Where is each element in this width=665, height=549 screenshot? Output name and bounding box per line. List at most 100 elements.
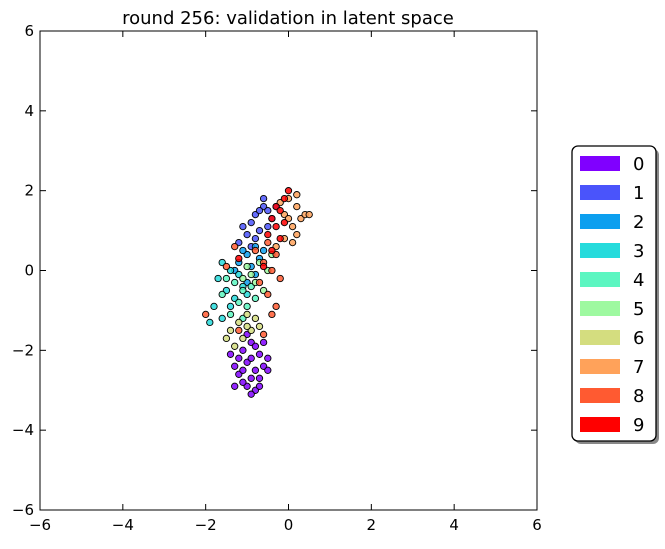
- data-point-series-5: [243, 262, 251, 271]
- data-point-series-1: [255, 226, 264, 235]
- legend-label-2: 2: [633, 212, 644, 233]
- data-point-series-4: [239, 286, 247, 295]
- data-point-series-1: [243, 230, 251, 239]
- legend-swatch-6: [580, 330, 620, 345]
- data-point-series-9: [276, 234, 284, 243]
- data-point-series-0: [259, 338, 268, 347]
- legend-swatch-4: [580, 272, 620, 287]
- data-point-series-0: [247, 374, 255, 382]
- data-point-series-8: [231, 242, 239, 251]
- data-point-series-6: [243, 310, 251, 319]
- data-point-series-9: [235, 254, 243, 263]
- data-point-series-0: [235, 354, 243, 362]
- x-tick-label: −6: [29, 516, 51, 534]
- legend-label-3: 3: [633, 241, 644, 262]
- data-point-series-8: [276, 274, 284, 283]
- data-point-series-7: [293, 191, 301, 199]
- data-point-series-9: [272, 222, 280, 231]
- data-point-series-0: [255, 350, 264, 358]
- legend-swatch-1: [580, 185, 620, 200]
- y-tick-label: 4: [24, 102, 34, 120]
- data-point-series-8: [264, 238, 272, 247]
- data-point-series-8: [268, 266, 276, 275]
- data-point-series-2: [239, 246, 247, 255]
- x-tick-label: 2: [367, 516, 377, 534]
- data-point-series-1: [247, 218, 255, 227]
- data-point-series-8: [222, 262, 231, 271]
- data-point-series-6: [226, 326, 235, 335]
- data-point-series-6: [222, 334, 231, 343]
- data-point-series-4: [226, 310, 235, 319]
- data-point-series-9: [268, 246, 276, 255]
- x-tick-label: 0: [284, 516, 294, 534]
- y-tick-label: −4: [12, 421, 34, 439]
- data-point-series-7: [305, 210, 313, 219]
- data-point-series-9: [284, 187, 293, 195]
- y-tick-label: −6: [12, 501, 34, 519]
- data-point-series-0: [247, 354, 255, 362]
- legend-label-9: 9: [633, 415, 644, 436]
- data-point-series-5: [239, 274, 247, 283]
- data-point-series-6: [251, 314, 260, 323]
- legend-swatch-0: [580, 156, 620, 171]
- data-point-series-8: [259, 330, 268, 339]
- data-point-series-4: [243, 302, 251, 311]
- data-point-series-8: [255, 278, 264, 287]
- data-point-series-0: [239, 378, 247, 386]
- data-point-series-6: [239, 334, 247, 343]
- data-point-series-4: [231, 278, 239, 287]
- data-point-series-8: [251, 246, 260, 255]
- data-point-series-0: [255, 374, 264, 382]
- plot-frame: [39, 30, 538, 511]
- data-point-series-7: [293, 202, 301, 211]
- data-point-series-8: [268, 310, 276, 319]
- data-point-series-6: [231, 342, 239, 350]
- data-point-series-3: [218, 314, 226, 323]
- legend-swatch-2: [580, 214, 620, 229]
- data-point-series-9: [268, 214, 276, 223]
- plot-area: −6 −4 −2 0 2 4 6 −6 −4 −2 0 2 4 6: [12, 22, 542, 534]
- data-point-series-9: [259, 262, 268, 271]
- data-point-series-0: [231, 382, 239, 390]
- x-tick-label: −2: [195, 516, 217, 534]
- data-point-series-0: [251, 342, 260, 350]
- data-point-series-1: [239, 222, 247, 231]
- x-tick-label: 4: [449, 516, 459, 534]
- legend-label-4: 4: [633, 270, 644, 291]
- data-point-series-8: [202, 310, 210, 319]
- data-point-series-6: [255, 322, 264, 331]
- data-point-series-6: [235, 318, 243, 327]
- data-point-series-8: [235, 326, 243, 335]
- data-point-series-9: [264, 230, 272, 239]
- data-point-series-3: [210, 302, 218, 311]
- data-point-series-0: [239, 366, 247, 374]
- data-point-series-4: [251, 294, 260, 303]
- legend-swatch-7: [580, 359, 620, 374]
- x-tick-label: −4: [112, 516, 134, 534]
- legend: 0 1 2 3 4 5 6 7 8 9: [571, 145, 659, 444]
- data-point-series-7: [288, 222, 297, 231]
- y-tick-label: 6: [24, 22, 34, 40]
- data-point-series-8: [272, 302, 280, 311]
- y-tick-label: −2: [12, 341, 34, 359]
- x-tick-label: 6: [532, 516, 542, 534]
- data-point-series-0: [255, 382, 264, 390]
- data-point-series-0: [264, 366, 272, 374]
- y-tick-label: 2: [24, 182, 34, 200]
- data-point-series-1: [255, 206, 264, 215]
- data-point-series-7: [288, 238, 297, 247]
- legend-label-1: 1: [633, 183, 644, 204]
- data-point-series-6: [243, 322, 251, 331]
- data-point-series-4: [235, 298, 243, 307]
- data-point-series-1: [259, 194, 268, 203]
- data-point-series-1: [251, 234, 260, 243]
- data-point-series-0: [231, 362, 239, 370]
- data-point-series-3: [226, 302, 235, 311]
- legend-label-8: 8: [633, 386, 644, 407]
- data-point-series-9: [280, 218, 289, 227]
- data-point-series-3: [214, 274, 222, 283]
- legend-swatch-8: [580, 388, 620, 403]
- legend-label-5: 5: [633, 299, 644, 320]
- data-point-series-1: [264, 206, 272, 215]
